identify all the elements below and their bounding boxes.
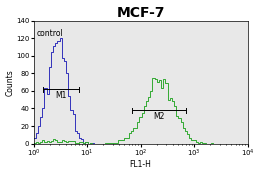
Title: MCF-7: MCF-7	[116, 6, 165, 20]
X-axis label: FL1-H: FL1-H	[130, 160, 152, 169]
Text: control: control	[37, 29, 64, 38]
Text: M1: M1	[55, 91, 67, 100]
Y-axis label: Counts: Counts	[5, 69, 15, 96]
Text: M2: M2	[153, 112, 165, 121]
